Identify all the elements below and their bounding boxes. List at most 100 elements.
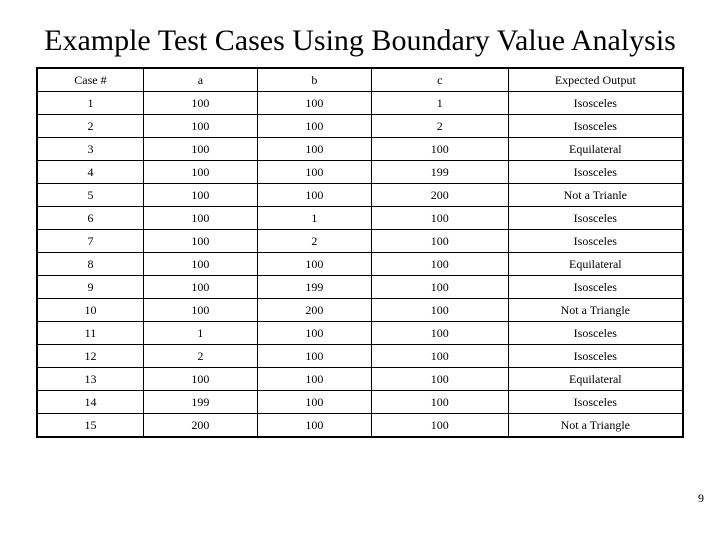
cell-b: 100 [257,114,371,137]
table-row: 4100100199Isosceles [37,160,683,183]
cell-a: 100 [143,114,257,137]
table-row: 9100199100Isosceles [37,275,683,298]
cell-c: 100 [371,252,508,275]
cell-c: 100 [371,321,508,344]
cell-c: 100 [371,367,508,390]
table-row: 14199100100Isosceles [37,390,683,413]
cell-a: 100 [143,252,257,275]
cell-expected: Isosceles [508,344,683,367]
table-row: 5100100200Not a Trianle [37,183,683,206]
cell-case: 8 [37,252,143,275]
cell-case: 14 [37,390,143,413]
cell-expected: Isosceles [508,229,683,252]
cell-case: 3 [37,137,143,160]
table-row: 10100200100Not a Triangle [37,298,683,321]
cell-expected: Isosceles [508,114,683,137]
cell-a: 100 [143,183,257,206]
cell-a: 100 [143,91,257,114]
cell-expected: Not a Trianle [508,183,683,206]
cell-b: 100 [257,183,371,206]
col-header-expected: Expected Output [508,68,683,92]
cell-case: 2 [37,114,143,137]
cell-case: 12 [37,344,143,367]
col-header-a: a [143,68,257,92]
cell-a: 1 [143,321,257,344]
cell-case: 1 [37,91,143,114]
col-header-case: Case # [37,68,143,92]
cell-a: 100 [143,298,257,321]
cell-expected: Isosceles [508,390,683,413]
cell-b: 100 [257,321,371,344]
cell-b: 100 [257,91,371,114]
cell-b: 2 [257,229,371,252]
cell-b: 100 [257,344,371,367]
table-header-row: Case # a b c Expected Output [37,68,683,92]
col-header-b: b [257,68,371,92]
cell-case: 5 [37,183,143,206]
cell-expected: Equilateral [508,252,683,275]
cell-expected: Not a Triangle [508,298,683,321]
cell-b: 100 [257,367,371,390]
cell-case: 9 [37,275,143,298]
cell-c: 100 [371,229,508,252]
cell-b: 100 [257,160,371,183]
cell-c: 100 [371,298,508,321]
cell-expected: Isosceles [508,91,683,114]
table-row: 8100100100Equilateral [37,252,683,275]
cell-b: 100 [257,137,371,160]
cell-c: 100 [371,137,508,160]
page-number: 9 [698,491,704,506]
table-row: 11001001Isosceles [37,91,683,114]
cell-case: 15 [37,413,143,437]
cell-a: 100 [143,229,257,252]
cell-c: 1 [371,91,508,114]
cell-case: 11 [37,321,143,344]
cell-a: 199 [143,390,257,413]
cell-b: 199 [257,275,371,298]
table-body: 11001001Isosceles 21001002Isosceles 3100… [37,91,683,437]
cell-b: 100 [257,390,371,413]
cell-case: 13 [37,367,143,390]
cell-a: 100 [143,275,257,298]
cell-case: 7 [37,229,143,252]
table-row: 13100100100Equilateral [37,367,683,390]
cell-a: 100 [143,137,257,160]
table-row: 15200100100Not a Triangle [37,413,683,437]
col-header-c: c [371,68,508,92]
test-cases-table: Case # a b c Expected Output 11001001Iso… [36,67,684,438]
table-row: 21001002Isosceles [37,114,683,137]
cell-b: 100 [257,252,371,275]
cell-expected: Equilateral [508,367,683,390]
cell-expected: Equilateral [508,137,683,160]
cell-a: 100 [143,160,257,183]
table-row: 61001100Isosceles [37,206,683,229]
cell-b: 200 [257,298,371,321]
cell-expected: Not a Triangle [508,413,683,437]
cell-expected: Isosceles [508,160,683,183]
cell-b: 1 [257,206,371,229]
cell-case: 4 [37,160,143,183]
cell-a: 200 [143,413,257,437]
cell-case: 10 [37,298,143,321]
cell-c: 2 [371,114,508,137]
cell-a: 2 [143,344,257,367]
cell-expected: Isosceles [508,321,683,344]
page-title: Example Test Cases Using Boundary Value … [36,24,684,59]
cell-expected: Isosceles [508,206,683,229]
cell-c: 200 [371,183,508,206]
cell-c: 100 [371,275,508,298]
cell-b: 100 [257,413,371,437]
cell-expected: Isosceles [508,275,683,298]
cell-c: 199 [371,160,508,183]
cell-c: 100 [371,413,508,437]
cell-c: 100 [371,206,508,229]
slide: Example Test Cases Using Boundary Value … [0,0,720,438]
cell-a: 100 [143,367,257,390]
table-row: 3100100100Equilateral [37,137,683,160]
table-row: 111100100Isosceles [37,321,683,344]
cell-c: 100 [371,344,508,367]
table-row: 71002100Isosceles [37,229,683,252]
cell-c: 100 [371,390,508,413]
table-row: 122100100Isosceles [37,344,683,367]
cell-case: 6 [37,206,143,229]
